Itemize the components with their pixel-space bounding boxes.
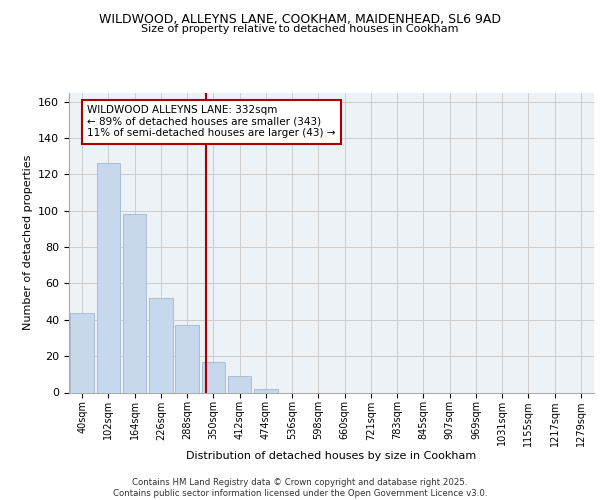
Bar [202,362,225,392]
Bar [254,389,278,392]
Text: Size of property relative to detached houses in Cookham: Size of property relative to detached ho… [141,24,459,34]
Bar [228,376,251,392]
X-axis label: Distribution of detached houses by size in Cookham: Distribution of detached houses by size … [187,451,476,461]
Text: Contains HM Land Registry data © Crown copyright and database right 2025.
Contai: Contains HM Land Registry data © Crown c… [113,478,487,498]
Text: WILDWOOD ALLEYNS LANE: 332sqm
← 89% of detached houses are smaller (343)
11% of : WILDWOOD ALLEYNS LANE: 332sqm ← 89% of d… [87,105,335,138]
Bar [149,298,173,392]
Bar [97,164,120,392]
Bar [70,312,94,392]
Bar [175,325,199,392]
Bar [123,214,146,392]
Text: WILDWOOD, ALLEYNS LANE, COOKHAM, MAIDENHEAD, SL6 9AD: WILDWOOD, ALLEYNS LANE, COOKHAM, MAIDENH… [99,12,501,26]
Y-axis label: Number of detached properties: Number of detached properties [23,155,32,330]
